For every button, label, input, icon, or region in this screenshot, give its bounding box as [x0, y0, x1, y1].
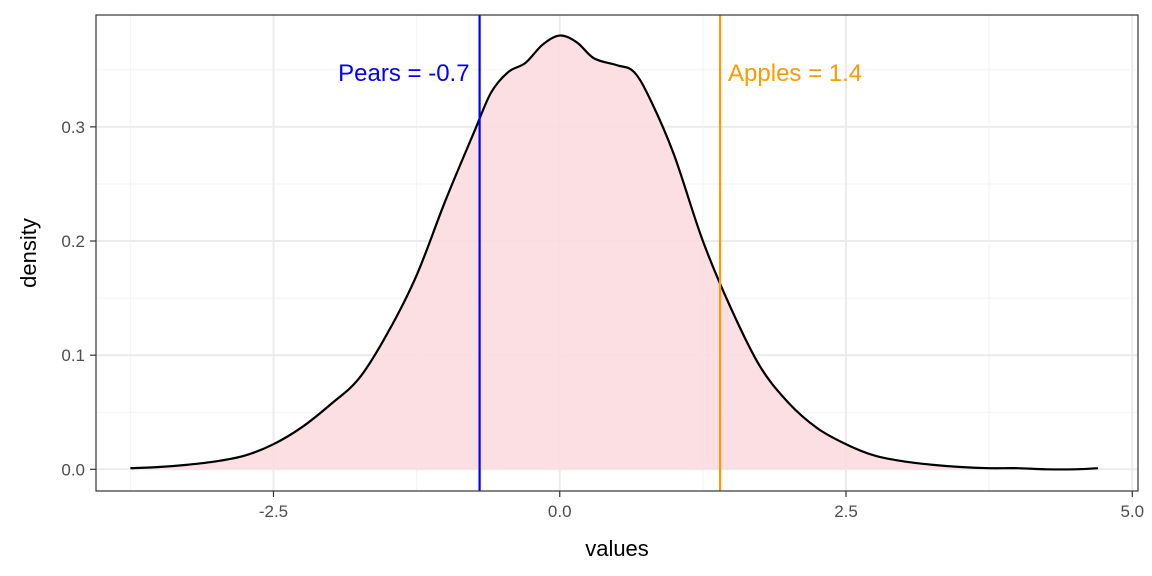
x-axis-title: values — [585, 536, 649, 561]
x-tick-label: 5.0 — [1120, 502, 1144, 521]
plot-border — [95, 14, 1139, 492]
x-tick-label: -2.5 — [259, 502, 288, 521]
y-tick-label: 0.1 — [61, 346, 85, 365]
x-axis: -2.5 0.0 2.5 5.0 — [259, 491, 1144, 521]
vline-label-apples: Apples = 1.4 — [728, 60, 862, 87]
y-tick-label: 0.3 — [61, 118, 85, 137]
vline-label-pears: Pears = -0.7 — [338, 60, 469, 87]
y-tick-label: 0.2 — [61, 232, 85, 251]
density-curve-line — [130, 34, 1098, 471]
x-tick-label: 0.0 — [548, 502, 572, 521]
reference-lines: Pears = -0.7 Apples = 1.4 — [338, 15, 862, 491]
y-tick-label: 0.0 — [61, 460, 85, 479]
x-tick-label: 2.5 — [834, 502, 858, 521]
y-axis: 0.0 0.1 0.2 0.3 — [61, 118, 96, 479]
y-axis-title: density — [16, 218, 41, 288]
